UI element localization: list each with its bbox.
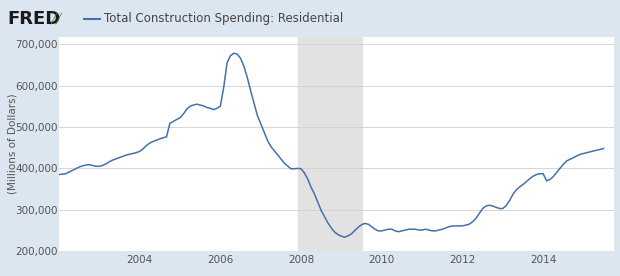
Text: ╱╱: ╱╱ <box>51 13 63 25</box>
Text: Total Construction Spending: Residential: Total Construction Spending: Residential <box>104 12 343 25</box>
Y-axis label: (Millions of Dollars): (Millions of Dollars) <box>7 93 17 194</box>
Text: FRED: FRED <box>7 10 61 28</box>
Bar <box>298 36 361 251</box>
